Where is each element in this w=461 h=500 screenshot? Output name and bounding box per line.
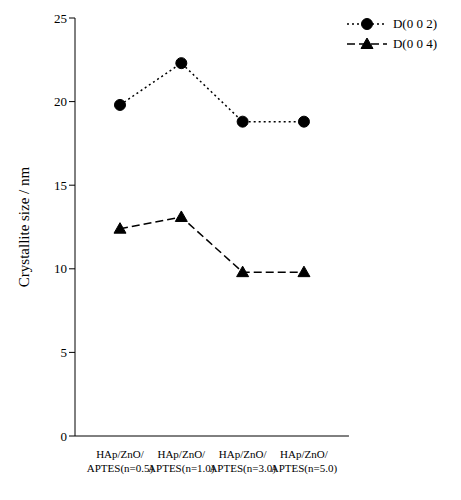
svg-text:20: 20 — [54, 94, 67, 109]
html-text:D(0 0 2): D(0 0 2) — [393, 16, 437, 31]
svg-text:HAp/ZnO/APTES(n=5.0): HAp/ZnO/APTES(n=5.0) — [271, 448, 338, 475]
svg-text:15: 15 — [54, 178, 67, 193]
svg-text:HAp/ZnO/APTES(n=3.0): HAp/ZnO/APTES(n=3.0) — [209, 448, 276, 475]
svg-text:5: 5 — [61, 345, 68, 360]
svg-text:10: 10 — [54, 261, 67, 276]
svg-text:25: 25 — [54, 11, 67, 26]
svg-text:HAp/ZnO/APTES(n=0.5): HAp/ZnO/APTES(n=0.5) — [87, 448, 154, 475]
svg-text:0: 0 — [61, 429, 68, 444]
svg-text:Crystallite size / nm: Crystallite size / nm — [16, 166, 32, 287]
svg-text:HAp/ZnO/APTES(n=1.0): HAp/ZnO/APTES(n=1.0) — [148, 448, 215, 475]
html-text:D(0 0 4): D(0 0 4) — [393, 36, 437, 51]
